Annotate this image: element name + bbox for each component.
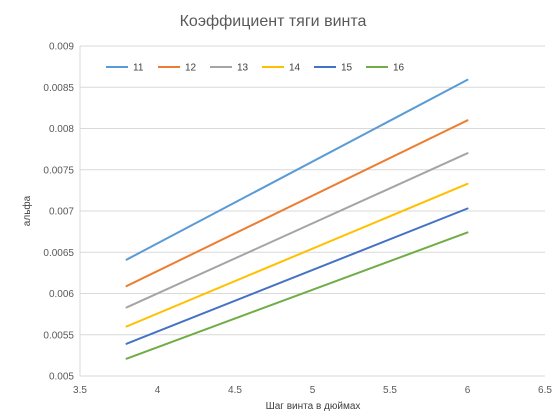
gridlines [80, 45, 545, 377]
y-tick-label: 0.005 [49, 372, 74, 383]
data-series [125, 78, 469, 360]
legend-label-11: 11 [133, 63, 144, 74]
y-tick-label: 0.006 [49, 289, 74, 300]
series-line-16 [125, 231, 469, 360]
x-tick-label: 4 [155, 385, 161, 396]
y-tick-label: 0.008 [49, 124, 74, 135]
legend-label-12: 12 [185, 63, 197, 74]
legend-label-15: 15 [341, 63, 353, 74]
series-line-14 [125, 182, 469, 328]
legend-label-16: 16 [393, 63, 405, 74]
x-tick-label: 6 [465, 385, 471, 396]
legend-label-14: 14 [289, 63, 301, 74]
y-tick-label: 0.0065 [43, 248, 74, 259]
y-axis-title: альфа [21, 195, 33, 226]
x-tick-label: 5 [310, 385, 316, 396]
axes: 0.005 0.0055 0.006 0.0065 0.007 0.0075 0.008 0.… [43, 42, 552, 397]
x-axis-title: Шаг винта в дюймах [266, 401, 361, 412]
y-tick-label: 0.0085 [43, 83, 74, 94]
y-tick-label: 0.0055 [43, 330, 74, 341]
x-tick-label: 4.5 [228, 385, 242, 396]
y-tick-label: 0.009 [49, 42, 74, 53]
series-line-12 [125, 119, 469, 288]
x-tick-label: 6.5 [538, 385, 552, 396]
y-tick-label: 0.0075 [43, 165, 74, 176]
x-tick-label: 5.5 [383, 385, 397, 396]
legend-label-13: 13 [237, 63, 249, 74]
series-line-15 [125, 207, 469, 345]
chart-title: Коэффициент тяги винта [180, 13, 367, 30]
series-line-11 [125, 78, 469, 261]
legend: 11 12 13 14 15 16 [106, 63, 405, 74]
series-line-13 [125, 152, 469, 309]
y-tick-label: 0.007 [49, 207, 74, 218]
x-tick-label: 3.5 [73, 385, 87, 396]
